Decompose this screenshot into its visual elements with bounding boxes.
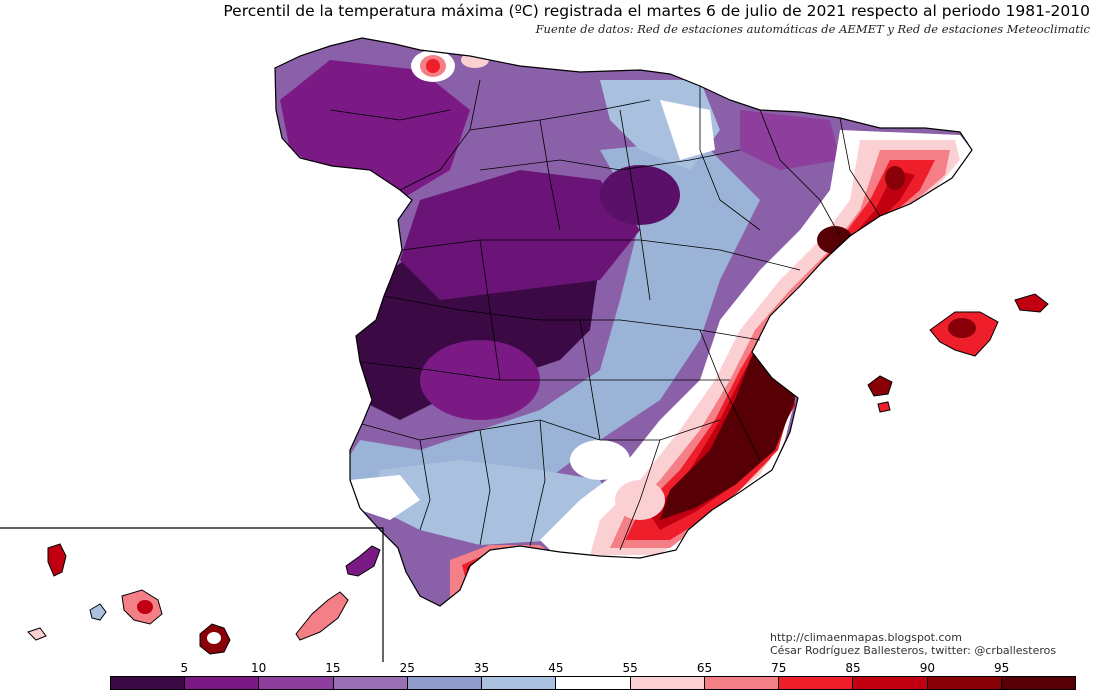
legend-swatch <box>779 677 854 689</box>
legend-swatch <box>333 677 408 689</box>
canary-islands-inset <box>0 527 384 662</box>
legend-tick-label: 15 <box>325 661 341 675</box>
legend-swatch <box>407 677 483 689</box>
legend-tick-label: 65 <box>696 661 713 675</box>
credits-author: César Rodríguez Ballesteros, twitter: @c… <box>770 644 1057 657</box>
legend-swatch <box>853 677 928 689</box>
legend-tick-label: 95 <box>994 661 1010 675</box>
legend-tick-label: 25 <box>399 661 415 675</box>
color-legend: 5 10 15 25 35 45 55 65 75 85 90 95 <box>110 662 1076 690</box>
legend-swatch <box>111 677 186 689</box>
peninsula-map <box>275 38 972 606</box>
legend-swatch <box>927 677 1002 689</box>
legend-bar <box>110 676 1076 690</box>
province-borders <box>329 79 881 551</box>
legend-tick-label: 45 <box>548 661 564 675</box>
legend-tick-label: 75 <box>771 661 787 675</box>
legend-tick-label: 10 <box>250 661 267 675</box>
legend-tick-label: 90 <box>919 661 936 675</box>
legend-swatch <box>482 677 557 689</box>
legend-swatch <box>185 677 260 689</box>
peninsula-outline <box>274 37 973 607</box>
legend-swatch <box>556 677 631 689</box>
legend-tick-label: 5 <box>180 661 189 675</box>
legend-tick-label: 35 <box>473 661 490 675</box>
legend-swatch <box>704 677 780 689</box>
credits-url[interactable]: http://climaenmapas.blogspot.com <box>770 631 962 644</box>
legend-tick-label: 55 <box>622 661 638 675</box>
credits: http://climaenmapas.blogspot.com César R… <box>770 631 1056 657</box>
legend-swatch <box>259 677 334 689</box>
data-source-note: Fuente de datos: Red de estaciones autom… <box>535 22 1090 36</box>
balearic-islands <box>867 293 1049 413</box>
legend-tick-label: 85 <box>845 661 861 675</box>
legend-swatch <box>630 677 705 689</box>
legend-swatch <box>1001 677 1076 689</box>
legend-ticks: 5 10 15 25 35 45 55 65 75 85 90 95 <box>110 662 1076 676</box>
map-title: Percentil de la temperatura máxima (ºC) … <box>223 2 1090 20</box>
